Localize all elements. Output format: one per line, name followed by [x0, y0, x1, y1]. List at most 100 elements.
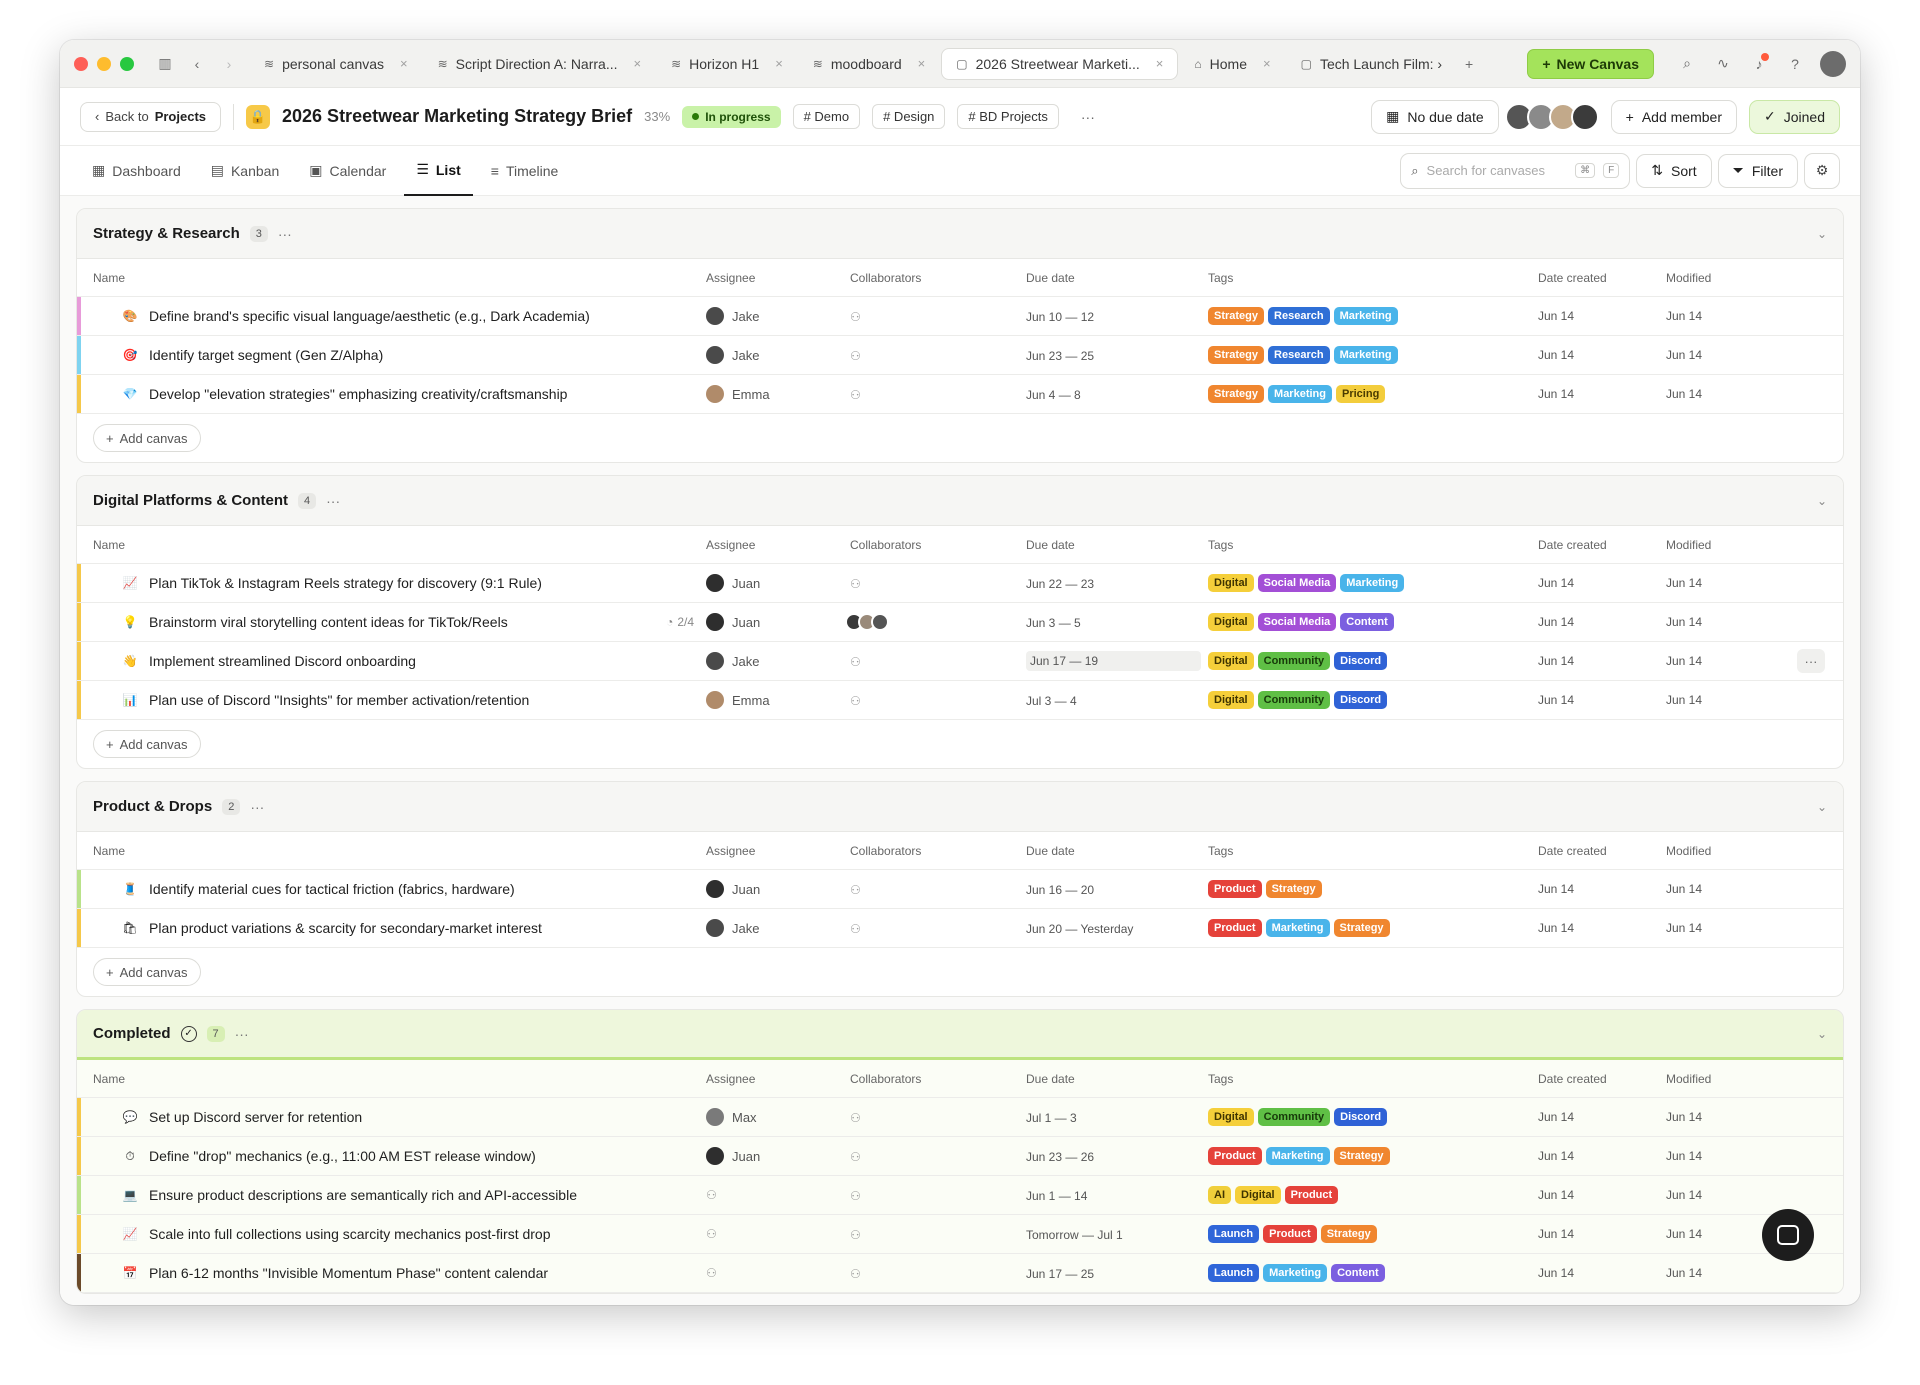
- assignee-cell[interactable]: Emma: [706, 385, 850, 403]
- tags-cell[interactable]: Digital Community Discord: [1208, 691, 1538, 709]
- table-row[interactable]: 👋 Implement streamlined Discord onboardin…: [77, 642, 1843, 681]
- column-header-due[interactable]: Due date: [1026, 537, 1075, 552]
- canvas-name-cell[interactable]: 🛍 Plan product variations & scarcity for …: [93, 920, 706, 936]
- back-arrow-icon[interactable]: ‹: [194, 55, 200, 72]
- joined-button[interactable]: ✓ Joined: [1749, 99, 1840, 134]
- collaborators-cell[interactable]: ⚇: [850, 1148, 1026, 1164]
- collaborators-cell[interactable]: ⚇: [850, 1265, 1026, 1281]
- tab-list[interactable]: ☰ List: [404, 146, 473, 196]
- table-row[interactable]: 📊 Plan use of Discord "Insights" for memb…: [77, 681, 1843, 720]
- group-header[interactable]: Digital Platforms & Content 4 ··· ⌄: [77, 476, 1843, 526]
- collaborators-cell[interactable]: ⚇: [850, 881, 1026, 897]
- close-window-button[interactable]: [74, 56, 88, 71]
- row-more-button[interactable]: ···: [1797, 649, 1825, 673]
- canvas-name-cell[interactable]: 🎨 Define brand's specific visual language…: [93, 308, 706, 324]
- sidebar-toggle-icon[interactable]: ▥: [158, 55, 172, 71]
- assignee-cell[interactable]: Jake: [706, 652, 850, 670]
- canvas-name-cell[interactable]: 📈 Plan TikTok & Instagram Reels strategy …: [93, 575, 706, 591]
- tags-cell[interactable]: Strategy Research Marketing: [1208, 346, 1538, 364]
- due-date-cell[interactable]: Jun 17 — 19: [1026, 651, 1208, 671]
- back-to-projects-button[interactable]: ‹ Back to Projects: [80, 101, 222, 132]
- collaborators-cell[interactable]: ⚇: [850, 1226, 1026, 1242]
- column-header-created[interactable]: Date created: [1538, 1071, 1607, 1086]
- table-row[interactable]: 🧵 Identify material cues for tactical fri…: [77, 870, 1843, 909]
- close-tab-icon[interactable]: ×: [775, 56, 783, 71]
- table-row[interactable]: ⏱ Define "drop" mechanics (e.g., 11:00 AM…: [77, 1137, 1843, 1176]
- column-header-created[interactable]: Date created: [1538, 843, 1607, 858]
- chevron-down-icon[interactable]: ⌄: [1816, 799, 1827, 814]
- close-tab-icon[interactable]: ×: [917, 56, 926, 71]
- column-header-tags[interactable]: Tags: [1208, 1071, 1234, 1086]
- close-tab-icon[interactable]: ×: [1263, 56, 1271, 71]
- column-header-name[interactable]: Name: [93, 1071, 126, 1086]
- column-header-assignee[interactable]: Assignee: [706, 270, 756, 285]
- assignee-cell[interactable]: Juan: [706, 880, 850, 898]
- column-header-name[interactable]: Name: [93, 270, 126, 285]
- column-header-tags[interactable]: Tags: [1208, 270, 1234, 285]
- browser-tab[interactable]: ⌂ Home ×: [1180, 48, 1284, 80]
- assignee-cell[interactable]: ⚇: [706, 1266, 850, 1280]
- assignee-cell[interactable]: Juan: [706, 613, 850, 631]
- group-more-icon[interactable]: ···: [326, 492, 341, 509]
- assignee-cell[interactable]: Juan: [706, 1147, 850, 1165]
- column-header-assignee[interactable]: Assignee: [706, 843, 756, 858]
- collaborators-cell[interactable]: ⚇: [850, 692, 1026, 708]
- group-more-icon[interactable]: ···: [250, 798, 265, 815]
- maximize-window-button[interactable]: [120, 56, 134, 71]
- more-options-icon[interactable]: ···: [1080, 108, 1095, 125]
- browser-tab[interactable]: ▢ Tech Launch Film: ›: [1287, 48, 1457, 80]
- settings-button[interactable]: ⚙: [1804, 152, 1840, 189]
- column-header-name[interactable]: Name: [93, 843, 126, 858]
- tags-cell[interactable]: Digital Community Discord: [1208, 1108, 1538, 1126]
- add-canvas-button[interactable]: + Add canvas: [93, 958, 201, 986]
- search-input[interactable]: ⌕ Search for canvases ⌘ F: [1400, 152, 1631, 189]
- column-header-due[interactable]: Due date: [1026, 1071, 1075, 1086]
- due-date-cell[interactable]: Jun 4 — 8: [1026, 386, 1208, 402]
- due-date-button[interactable]: ▦ No due date: [1371, 99, 1499, 134]
- column-header-collaborators[interactable]: Collaborators: [850, 843, 922, 858]
- table-row[interactable]: 🎯 Identify target segment (Gen Z/Alpha) Ja…: [77, 336, 1843, 375]
- tab-dashboard[interactable]: ▦ Dashboard: [80, 146, 193, 196]
- add-canvas-button[interactable]: + Add canvas: [93, 730, 201, 758]
- status-badge[interactable]: In progress: [682, 105, 781, 128]
- browser-tab[interactable]: ▢ 2026 Streetwear Marketi... ×: [941, 47, 1179, 80]
- collaborators-cell[interactable]: ⚇: [850, 575, 1026, 591]
- due-date-cell[interactable]: Jun 3 — 5: [1026, 614, 1208, 630]
- tags-cell[interactable]: Product Marketing Strategy: [1208, 919, 1538, 937]
- column-header-modified[interactable]: Modified: [1666, 270, 1712, 285]
- tags-cell[interactable]: Launch Marketing Content: [1208, 1264, 1538, 1282]
- table-row[interactable]: 📅 Plan 6-12 months "Invisible Momentum Ph…: [77, 1254, 1843, 1293]
- canvas-name-cell[interactable]: 🎯 Identify target segment (Gen Z/Alpha): [93, 347, 706, 363]
- project-tag-design[interactable]: # Design: [872, 104, 946, 129]
- column-header-due[interactable]: Due date: [1026, 270, 1075, 285]
- tags-cell[interactable]: Digital Social Media Content: [1208, 613, 1538, 631]
- column-header-modified[interactable]: Modified: [1666, 843, 1712, 858]
- table-row[interactable]: 💎 Develop "elevation strategies" emphasiz…: [77, 375, 1843, 414]
- due-date-cell[interactable]: Jun 17 — 25: [1026, 1265, 1208, 1281]
- tags-cell[interactable]: Launch Product Strategy: [1208, 1225, 1538, 1243]
- canvas-name-cell[interactable]: 💻 Ensure product descriptions are semanti…: [93, 1187, 706, 1203]
- collaborators-cell[interactable]: ⚇: [850, 653, 1026, 669]
- chevron-down-icon[interactable]: ⌄: [1816, 1026, 1827, 1041]
- assignee-cell[interactable]: Emma: [706, 691, 850, 709]
- chevron-down-icon[interactable]: ⌄: [1816, 226, 1827, 241]
- collaborators-cell[interactable]: ⚇: [850, 347, 1026, 363]
- canvas-name-cell[interactable]: 💬 Set up Discord server for retention: [93, 1109, 706, 1125]
- add-canvas-button[interactable]: + Add canvas: [93, 424, 201, 452]
- chat-button[interactable]: [1762, 1209, 1814, 1261]
- canvas-name-cell[interactable]: ⏱ Define "drop" mechanics (e.g., 11:00 AM…: [93, 1148, 706, 1164]
- due-date-cell[interactable]: Jun 1 — 14: [1026, 1187, 1208, 1203]
- browser-tab[interactable]: ≋ Horizon H1 ×: [657, 48, 797, 80]
- canvas-name-cell[interactable]: 📊 Plan use of Discord "Insights" for memb…: [93, 692, 706, 708]
- group-more-icon[interactable]: ···: [277, 225, 292, 242]
- table-row[interactable]: 💬 Set up Discord server for retention Max ⚇…: [77, 1098, 1843, 1137]
- browser-tab[interactable]: ≋ Script Direction A: Narra... ×: [424, 48, 655, 80]
- assignee-cell[interactable]: Juan: [706, 574, 850, 592]
- close-tab-icon[interactable]: ×: [1155, 56, 1164, 71]
- filter-button[interactable]: ⏷ Filter: [1717, 153, 1798, 188]
- sort-button[interactable]: ⇅ Sort: [1636, 153, 1712, 188]
- column-header-name[interactable]: Name: [93, 537, 126, 552]
- tags-cell[interactable]: Product Strategy: [1208, 880, 1538, 898]
- column-header-due[interactable]: Due date: [1026, 843, 1075, 858]
- tab-timeline[interactable]: ≡ Timeline: [479, 146, 571, 196]
